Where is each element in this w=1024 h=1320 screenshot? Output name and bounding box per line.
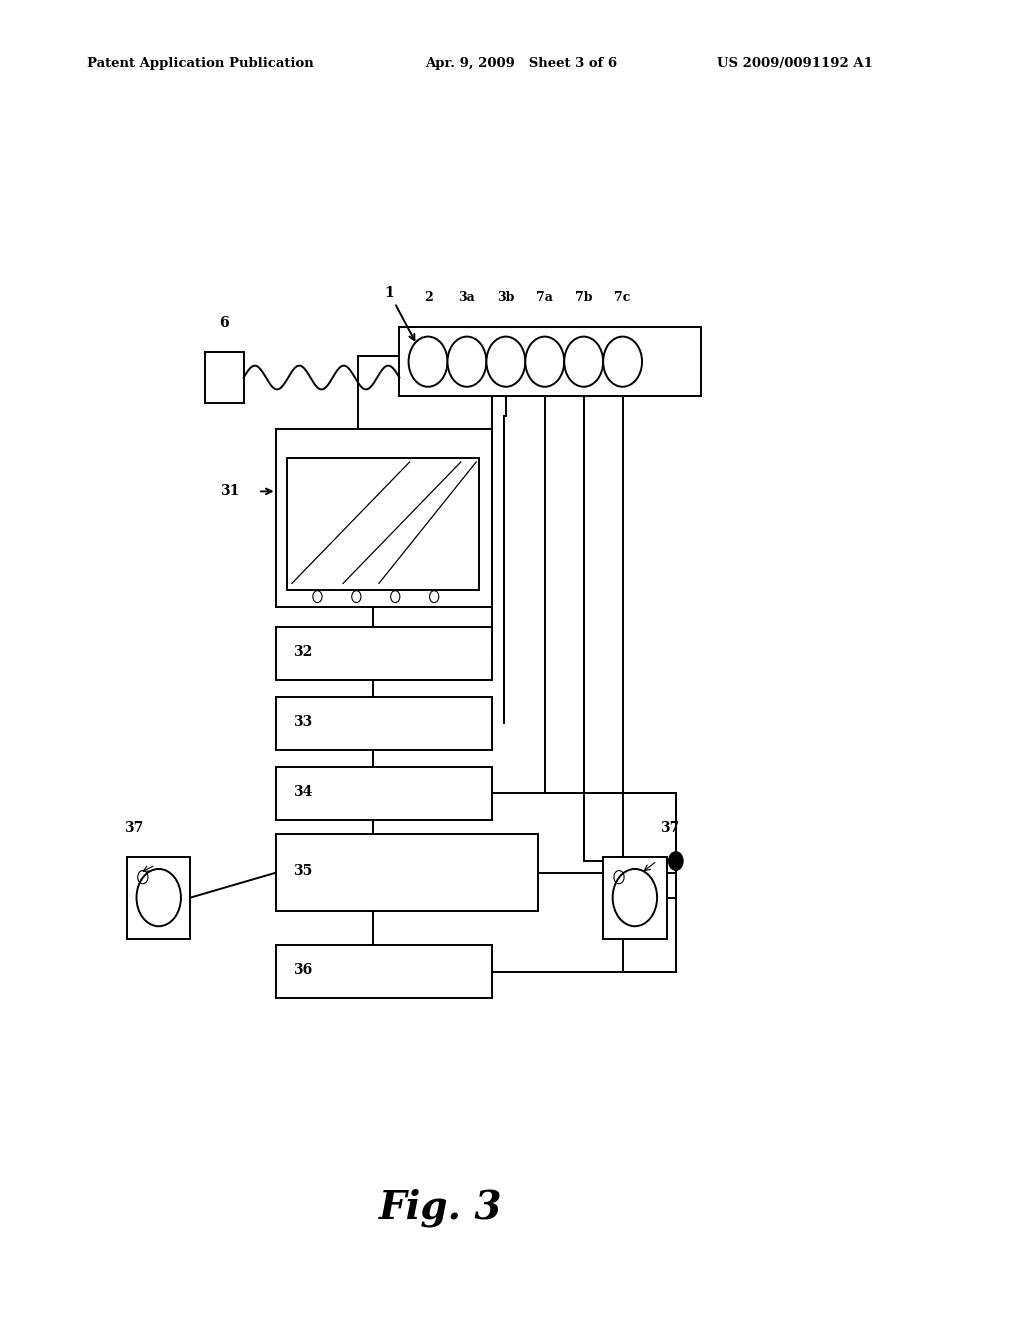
- Bar: [276, 627, 492, 680]
- Text: Apr. 9, 2009   Sheet 3 of 6: Apr. 9, 2009 Sheet 3 of 6: [425, 57, 617, 70]
- Bar: [287, 458, 479, 590]
- Circle shape: [486, 337, 525, 387]
- Circle shape: [564, 337, 603, 387]
- Text: 7a: 7a: [537, 290, 553, 304]
- Bar: [205, 352, 244, 403]
- Bar: [276, 834, 538, 911]
- Text: 7b: 7b: [574, 290, 593, 304]
- Text: 36: 36: [293, 964, 312, 978]
- Text: 31: 31: [220, 484, 240, 499]
- Text: 37: 37: [124, 821, 143, 834]
- Circle shape: [409, 337, 447, 387]
- Text: 2: 2: [424, 290, 432, 304]
- Text: 32: 32: [293, 645, 312, 660]
- Bar: [127, 857, 190, 939]
- Text: Fig. 3: Fig. 3: [379, 1188, 502, 1228]
- Bar: [276, 767, 492, 820]
- Bar: [276, 697, 492, 750]
- Circle shape: [525, 337, 564, 387]
- Text: 1: 1: [384, 286, 415, 341]
- Circle shape: [612, 869, 657, 927]
- Circle shape: [603, 337, 642, 387]
- Text: US 2009/0091192 A1: US 2009/0091192 A1: [717, 57, 872, 70]
- Bar: [276, 945, 492, 998]
- Circle shape: [136, 869, 181, 927]
- Text: 37: 37: [660, 821, 679, 834]
- Text: 35: 35: [293, 865, 312, 878]
- Text: 3a: 3a: [459, 290, 475, 304]
- Text: 7c: 7c: [614, 290, 631, 304]
- Text: 33: 33: [293, 715, 312, 730]
- Bar: [399, 327, 701, 396]
- Text: 34: 34: [293, 785, 312, 800]
- Circle shape: [447, 337, 486, 387]
- Text: Patent Application Publication: Patent Application Publication: [87, 57, 313, 70]
- Bar: [603, 857, 667, 939]
- Circle shape: [669, 851, 683, 870]
- Bar: [276, 429, 492, 607]
- Text: 3b: 3b: [498, 290, 514, 304]
- Text: 6: 6: [219, 317, 229, 330]
